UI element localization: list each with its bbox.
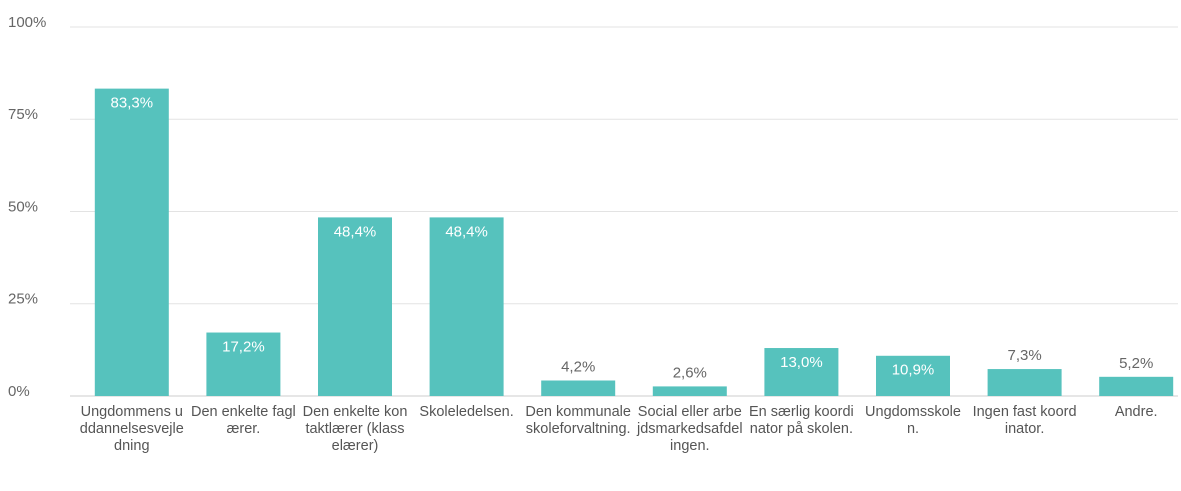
data-label: 2,6% xyxy=(673,364,707,381)
bar xyxy=(876,355,950,396)
bar xyxy=(652,386,727,396)
data-label: 7,3% xyxy=(1007,347,1041,364)
y-tick-label: 25% xyxy=(8,291,38,308)
bar xyxy=(318,217,392,396)
x-tick-label: Den kommunale skoleforvaltning. xyxy=(525,404,631,437)
bar xyxy=(429,217,504,396)
x-tick-label: Andre. xyxy=(1114,404,1158,420)
bar xyxy=(206,332,281,396)
data-label: 83,3% xyxy=(111,95,154,112)
x-tick-label: Ungdommens uddannelsesvejledning xyxy=(79,404,184,454)
x-tick-label: Den enkelte faglærer. xyxy=(190,404,296,437)
y-tick-label: 75% xyxy=(8,106,38,123)
bar xyxy=(1099,376,1174,396)
y-tick-label: 100% xyxy=(8,14,46,31)
bar xyxy=(94,88,169,397)
x-tick-label: Ungdomsskolen. xyxy=(865,404,961,437)
bar xyxy=(541,380,616,396)
data-label: 17,2% xyxy=(222,339,265,356)
x-tick-label: Skoleledelsen. xyxy=(419,404,514,420)
data-label: 48,4% xyxy=(334,223,377,240)
data-label: 13,0% xyxy=(780,354,823,371)
y-tick-label: 50% xyxy=(8,198,38,215)
bar xyxy=(987,369,1062,396)
x-tick-label: Den enkelte kontaktlærer (klasselærer) xyxy=(302,404,408,454)
data-label: 48,4% xyxy=(445,223,488,240)
data-label: 4,2% xyxy=(561,358,595,375)
data-label: 10,9% xyxy=(892,362,935,379)
data-label: 5,2% xyxy=(1119,355,1153,372)
bar xyxy=(764,348,839,396)
x-tick-label: Ingen fast koordinator. xyxy=(972,404,1077,437)
y-tick-label: 0% xyxy=(8,383,30,400)
x-tick-label: Social eller arbejdsmarkedsafdelingen. xyxy=(637,404,743,454)
x-tick-label: En særlig koordinator på skolen. xyxy=(749,404,854,437)
